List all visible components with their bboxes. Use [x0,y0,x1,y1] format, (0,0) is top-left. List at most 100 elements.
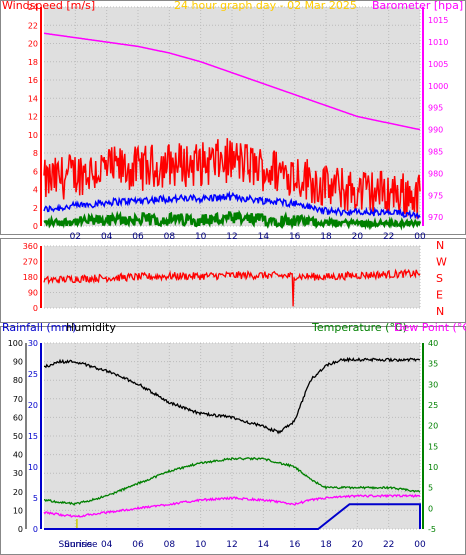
humidity-tick-label: 60 [13,413,23,422]
graph-title: 24 hour graph day - 02 Mar 2025 [174,0,357,12]
windspeed-tick-label: 24 [28,3,38,12]
barometer-tick-label: 975 [428,191,443,200]
x-tick-label: 16 [289,540,301,550]
temperature-tick-label: 0 [428,504,433,513]
windspeed-tick-label: 8 [33,149,38,158]
avg-wind-line [43,190,421,220]
humidity-tick-label: 100 [8,339,23,348]
x-tick-label: 08 [164,232,176,242]
temperature-tick-label: 25 [428,401,438,410]
x-tick-label: 14 [258,232,270,242]
barometer-tick-label: 1010 [428,38,448,47]
windspeed-tick-label: 20 [28,40,38,49]
x-tick-label: 20 [352,540,364,550]
direction-tick-label: 360 [23,242,38,251]
windspeed-tick-label: 18 [28,58,38,67]
humidity-tick-label: 40 [13,451,23,460]
temperature-tick-label: 10 [428,463,438,472]
barometer-tick-label: 1000 [428,82,448,91]
barometer-tick-label: 985 [428,148,443,157]
direction-tick-label: 90 [28,289,38,298]
temperature-line [43,456,421,506]
compass-label: S [436,272,443,285]
temperature-axis-label: Temperature (°C) [311,321,407,334]
compass-label: N [436,305,444,318]
windspeed-tick-label: 16 [28,76,38,85]
barometer-tick-label: 970 [428,213,443,222]
x-tick-label: 10 [195,232,207,242]
dewpoint-line [43,493,421,518]
x-tick-label: 08 [164,540,176,550]
x-tick-label: 06 [132,232,144,242]
compass-label: W [436,256,447,269]
rainfall-tick-label: 5 [33,494,38,503]
x-tick-label: 18 [320,232,332,242]
x-tick-label: 20 [352,232,364,242]
direction-tick-label: 180 [23,273,38,282]
temperature-tick-label: 30 [428,380,438,389]
wind-gust-line [43,138,421,219]
humidity-tick-label: 90 [13,358,23,367]
x-tick-label: 22 [383,232,394,242]
rainfall-tick-label: 30 [28,339,38,348]
x-tick-label: 00 [414,232,426,242]
direction-tick-label: 270 [23,258,38,267]
temperature-tick-label: 5 [428,484,433,493]
temperature-tick-label: 40 [428,339,438,348]
x-tick-label: 02 [70,232,81,242]
temperature-tick-label: 35 [428,360,438,369]
barometer-axis-label: Barometer [hpa] [372,0,463,12]
rainfall-tick-label: 10 [28,463,38,472]
x-tick-label: 06 [132,540,144,550]
windspeed-tick-label: 22 [28,21,38,30]
humidity-tick-label: 0 [18,525,23,534]
x-tick-label: 18 [320,540,332,550]
dewpoint-axis-label: Dew Point (°C) [394,321,466,334]
compass-label: N [436,239,444,252]
x-tick-label: 12 [226,540,237,550]
x-tick-label: 10 [195,540,207,550]
temperature-tick-label: 20 [428,422,438,431]
rainfall-tick-label: 25 [28,370,38,379]
windspeed-tick-label: 2 [33,204,38,213]
humidity-axis-label: Humidity [66,321,116,334]
rainfall-axis-label: Rainfall (mm) [2,321,76,334]
barometer-tick-label: 990 [428,126,443,135]
windspeed-axis-label: Windspeed [m/s] [2,0,95,12]
compass-label: E [436,289,443,302]
barometer-line [43,32,421,131]
rainfall-tick-label: 0 [33,525,38,534]
rainfall-tick-label: 15 [28,432,38,441]
humidity-tick-label: 50 [13,432,23,441]
humidity-tick-label: 10 [13,506,23,515]
barometer-tick-label: 995 [428,104,443,113]
low-wind-line [43,209,422,231]
humidity-tick-label: 30 [13,469,23,478]
humidity-tick-label: 80 [13,376,23,385]
windspeed-tick-label: 4 [33,186,38,195]
windspeed-tick-label: 6 [33,167,38,176]
windspeed-tick-label: 10 [28,131,38,140]
x-tick-label: 14 [258,540,270,550]
windspeed-tick-label: 0 [33,222,38,231]
x-tick-label: Sunrise [59,540,93,550]
x-tick-label: 22 [383,540,394,550]
x-tick-label: 04 [101,540,113,550]
wind-direction-line [43,268,421,307]
temperature-tick-label: -5 [428,525,436,534]
x-tick-label: 16 [289,232,301,242]
windspeed-tick-label: 14 [28,94,38,103]
barometer-tick-label: 1005 [428,60,448,69]
direction-tick-label: 0 [33,304,38,313]
humidity-line [43,356,421,435]
barometer-tick-label: 1015 [428,16,448,25]
sunrise-label: Sunrise [64,540,98,550]
rainfall-tick-label: 20 [28,401,38,410]
barometer-tick-label: 980 [428,169,443,178]
temperature-tick-label: 15 [428,442,438,451]
x-tick-label: 00 [414,540,426,550]
windspeed-tick-label: 12 [28,113,38,122]
x-tick-label: 04 [101,232,113,242]
